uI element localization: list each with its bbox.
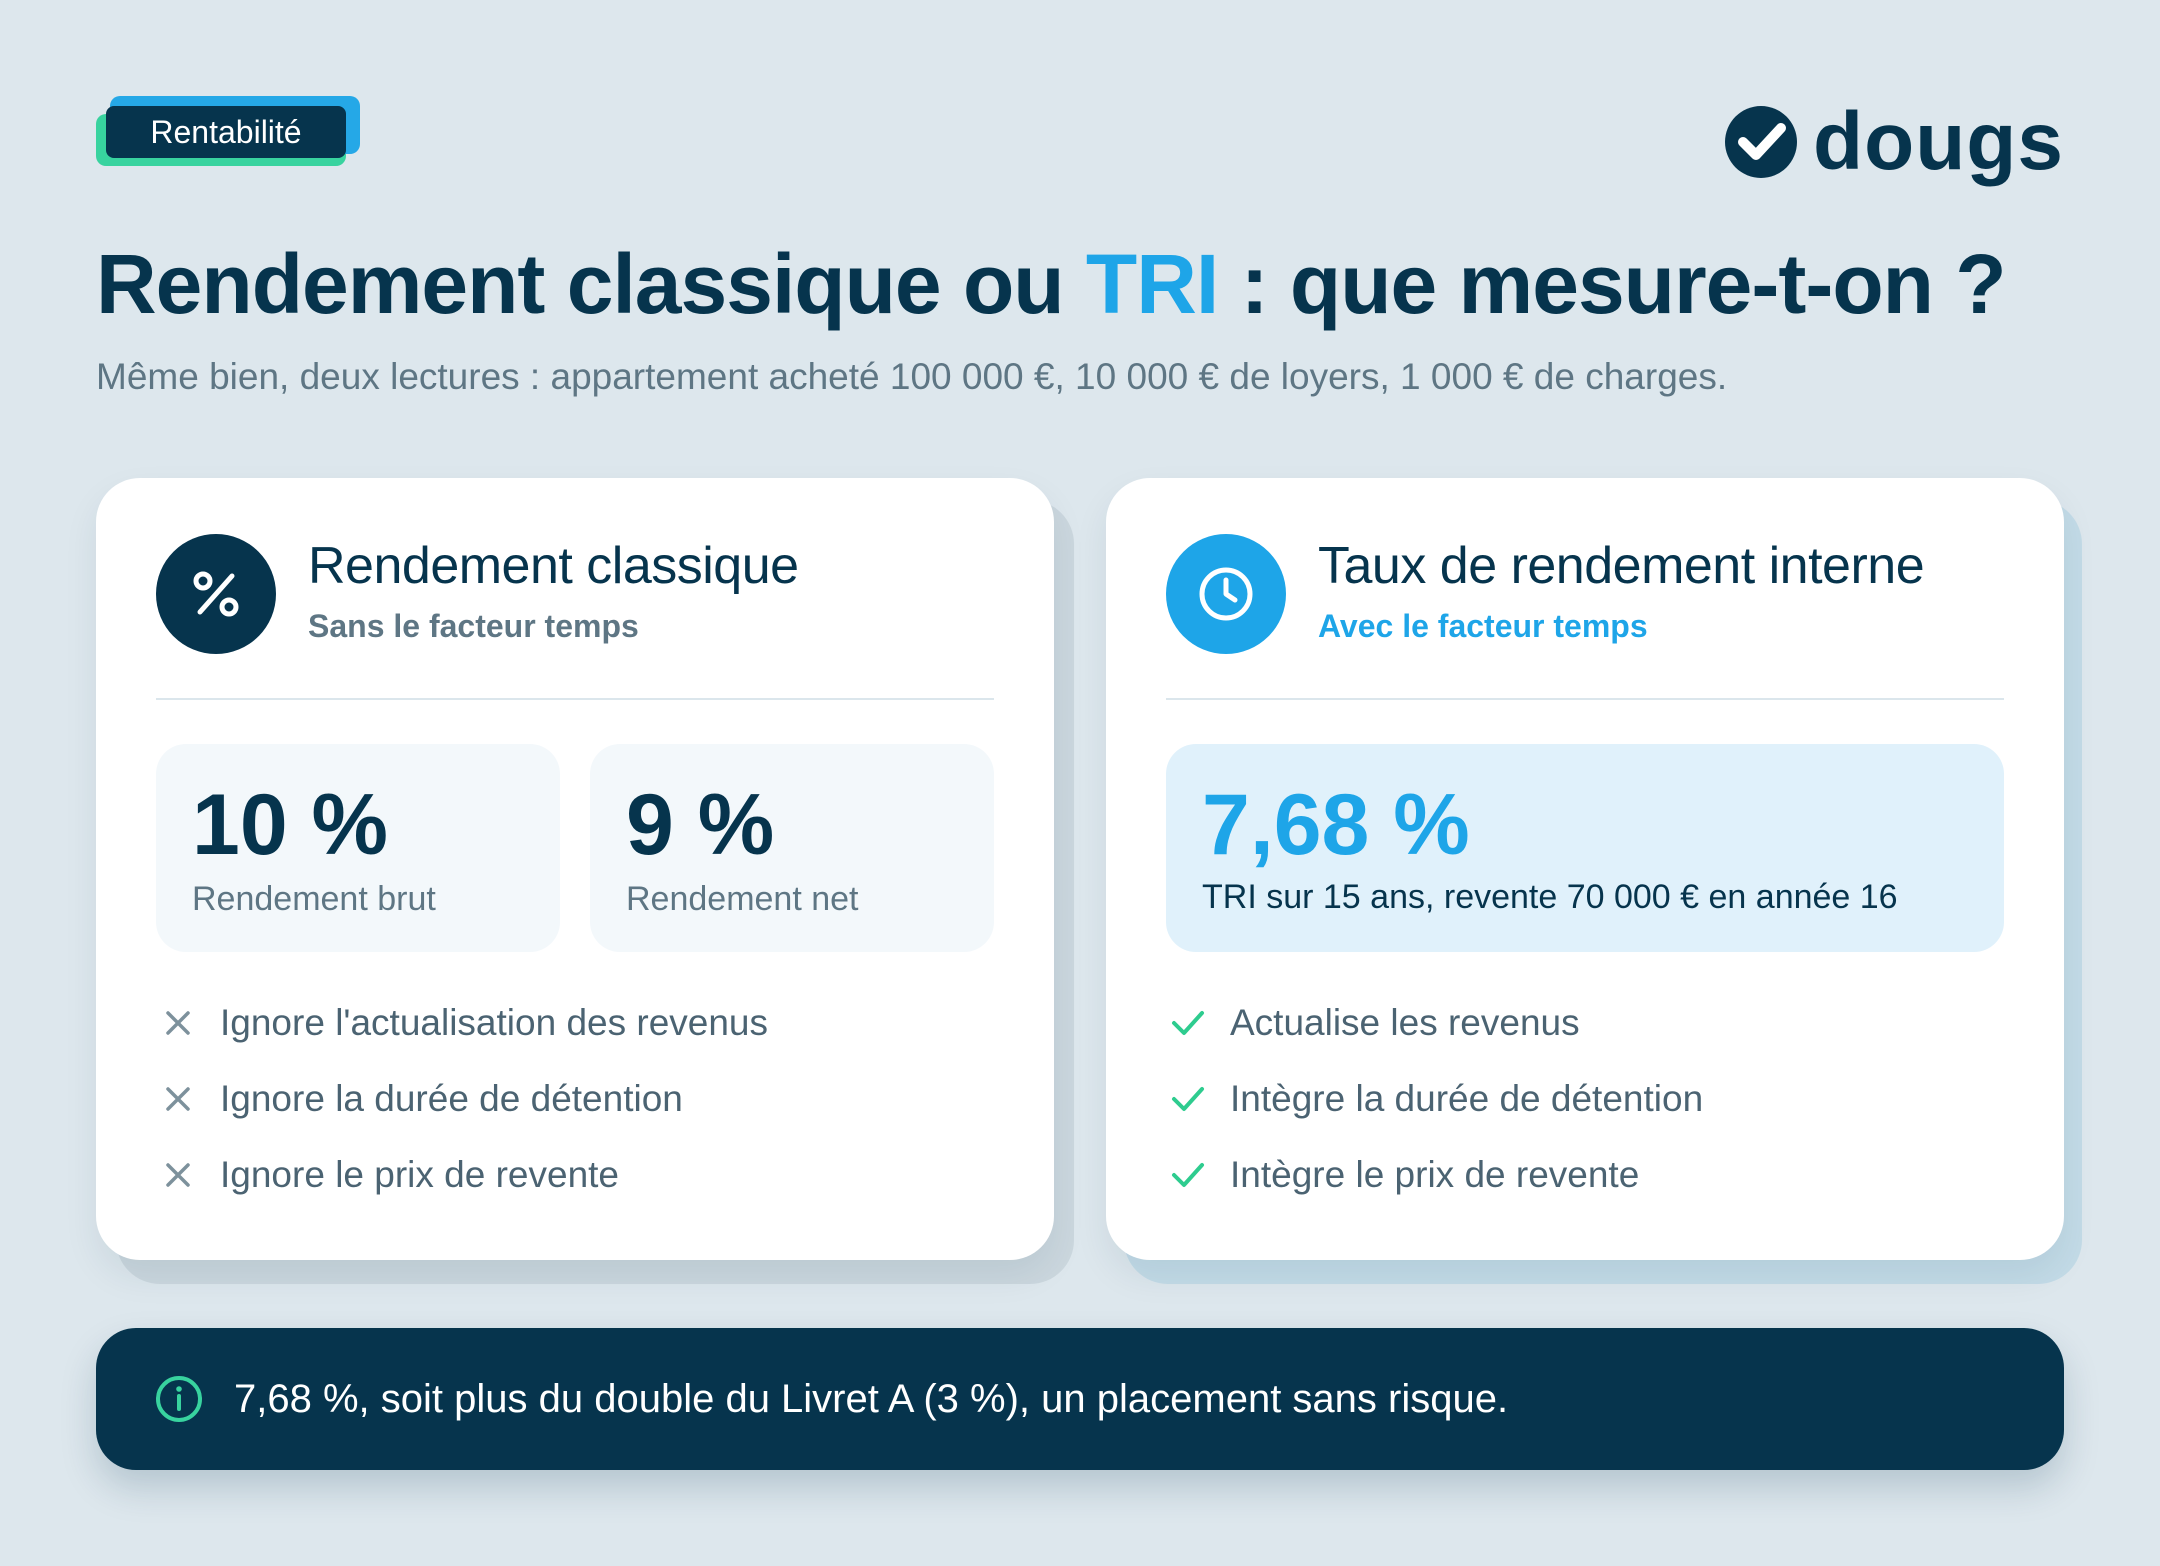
stat-value: 7,68 %: [1202, 777, 1470, 873]
list-item: Intègre le prix de revente: [1168, 1150, 1639, 1200]
list-item-label: Intègre le prix de revente: [1230, 1154, 1640, 1195]
percent-icon: [156, 534, 276, 654]
check-badge-icon: [1725, 106, 1798, 178]
stat-gross-yield: 10 % Rendement brut: [156, 744, 560, 952]
check-icon: [1168, 1155, 1208, 1195]
check-icon: [1168, 1003, 1208, 1043]
banner-text: 7,68 %, soit plus du double du Livret A …: [234, 1376, 1509, 1421]
card-title: Taux de rendement interne: [1318, 537, 1925, 595]
stat-label: TRI sur 15 ans, revente 70 000 € en anné…: [1202, 878, 1898, 916]
cross-icon: [158, 1155, 198, 1195]
page-title: Rendement classique ou TRI : que mesure-…: [96, 236, 2007, 333]
list-item-label: Ignore l'actualisation des revenus: [220, 1002, 769, 1043]
list-item-label: Intègre la durée de détention: [1230, 1078, 1704, 1119]
brand-logo: dougs: [1723, 92, 2064, 192]
list-item-label: Ignore la durée de détention: [220, 1078, 683, 1119]
clock-icon: [1166, 534, 1286, 654]
list-item: Ignore la durée de détention: [158, 1074, 683, 1124]
stat-label: Rendement net: [626, 880, 859, 918]
classic-yield-card: Rendement classique Sans le facteur temp…: [96, 478, 1054, 1260]
list-item: Ignore l'actualisation des revenus: [158, 998, 768, 1048]
cross-icon: [158, 1079, 198, 1119]
title-part-2: : que mesure-t-on ?: [1218, 237, 2007, 331]
card-divider: [156, 698, 994, 700]
stat-irr: 7,68 % TRI sur 15 ans, revente 70 000 € …: [1166, 744, 2004, 952]
stat-value: 10 %: [192, 777, 389, 873]
list-item-label: Actualise les revenus: [1230, 1002, 1580, 1043]
stat-label: Rendement brut: [192, 880, 436, 918]
title-accent: TRI: [1085, 237, 1219, 331]
list-item: Intègre la durée de détention: [1168, 1074, 1703, 1124]
info-banner: 7,68 %, soit plus du double du Livret A …: [96, 1328, 2064, 1470]
stat-net-yield: 9 % Rendement net: [590, 744, 994, 952]
category-tag: Rentabilité: [96, 96, 364, 170]
list-item-label: Ignore le prix de revente: [220, 1154, 620, 1195]
card-subtitle: Sans le facteur temps: [308, 608, 639, 644]
list-item: Ignore le prix de revente: [158, 1150, 619, 1200]
stat-value: 9 %: [626, 777, 775, 873]
title-part-1: Rendement classique ou: [96, 237, 1086, 331]
card-divider: [1166, 698, 2004, 700]
card-title: Rendement classique: [308, 537, 799, 595]
card-subtitle: Avec le facteur temps: [1318, 608, 1648, 644]
page-subtitle: Même bien, deux lectures : appartement a…: [96, 356, 1728, 397]
irr-card: Taux de rendement interne Avec le facteu…: [1106, 478, 2064, 1260]
list-item: Actualise les revenus: [1168, 998, 1580, 1048]
check-icon: [1168, 1079, 1208, 1119]
logo-text: dougs: [1813, 96, 2064, 187]
info-icon: [156, 1376, 202, 1422]
tag-label: Rentabilité: [106, 106, 346, 158]
cross-icon: [158, 1003, 198, 1043]
